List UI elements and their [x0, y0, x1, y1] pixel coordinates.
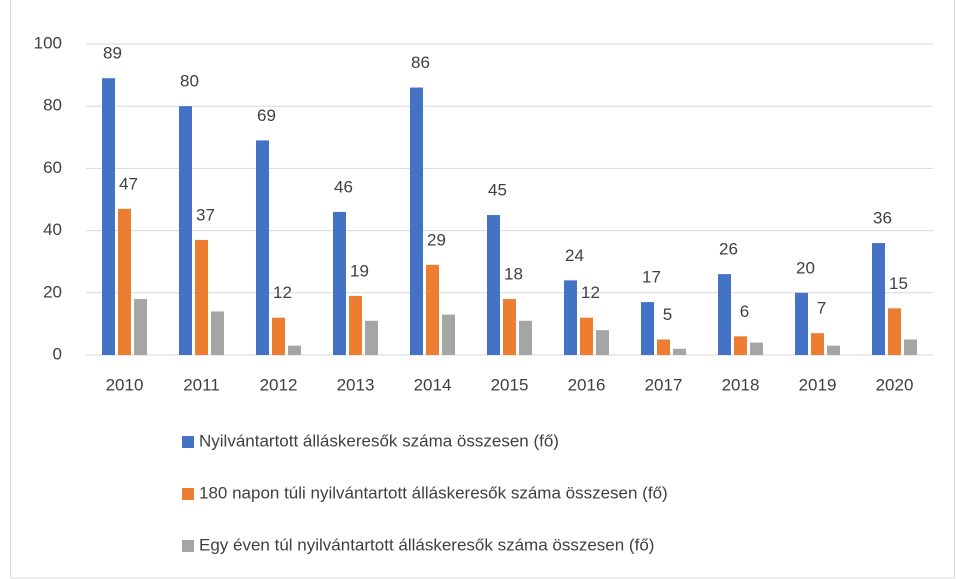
bar: [827, 345, 840, 355]
y-tick-label: 40: [43, 220, 62, 239]
bar: [179, 106, 192, 355]
legend-label: Egy éven túl nyilvántartott álláskeresők…: [199, 535, 654, 554]
legend-swatch: [182, 488, 194, 500]
legend-swatch: [182, 540, 194, 552]
x-tick-label: 2018: [722, 375, 760, 394]
bar: [211, 311, 224, 355]
legend-label: 180 napon túli nyilvántartott álláskeres…: [199, 483, 668, 502]
data-label: 29: [427, 230, 446, 249]
data-label: 5: [663, 305, 672, 324]
data-label: 17: [642, 268, 661, 287]
bar: [118, 208, 131, 355]
bar: [596, 330, 609, 355]
data-label: 46: [334, 177, 353, 196]
bar: [673, 348, 686, 355]
data-label: 12: [273, 283, 292, 302]
x-tick-label: 2020: [876, 375, 914, 394]
data-label: 37: [196, 205, 215, 224]
bar: [134, 299, 147, 355]
data-label: 15: [889, 274, 908, 293]
data-label: 69: [257, 106, 276, 125]
bar: [487, 215, 500, 355]
bar: [519, 320, 532, 355]
bar: [272, 317, 285, 355]
x-tick-label: 2019: [799, 375, 837, 394]
bar: [195, 239, 208, 355]
bar: [102, 78, 115, 356]
bar: [657, 339, 670, 355]
bar: [795, 292, 808, 355]
data-label: 89: [103, 44, 122, 63]
y-tick-label: 0: [53, 344, 62, 363]
x-tick-label: 2016: [568, 375, 606, 394]
x-tick-label: 2010: [106, 375, 144, 394]
bar: [410, 87, 423, 355]
chart-frame: [10, 0, 955, 579]
x-tick-label: 2015: [491, 375, 529, 394]
bar: [888, 308, 901, 355]
legend-swatch: [182, 436, 194, 448]
data-label: 80: [180, 72, 199, 91]
bar: [442, 314, 455, 355]
bar: [718, 274, 731, 355]
data-label: 7: [817, 299, 826, 318]
x-tick-label: 2011: [183, 375, 220, 394]
y-tick-label: 100: [34, 33, 62, 52]
bar: [564, 280, 577, 355]
bar: [872, 243, 885, 355]
data-label: 45: [488, 181, 507, 200]
y-tick-label: 20: [43, 282, 62, 301]
bar: [641, 302, 654, 355]
bar: [288, 345, 301, 355]
bar: [256, 140, 269, 355]
y-tick-label: 80: [43, 96, 62, 115]
bar: [333, 211, 346, 355]
legend-label: Nyilvántartott álláskeresők száma összes…: [199, 431, 559, 450]
data-label: 12: [581, 283, 600, 302]
data-label: 20: [796, 258, 815, 277]
data-label: 36: [873, 209, 892, 228]
x-tick-label: 2014: [414, 375, 452, 394]
bar: [365, 320, 378, 355]
data-label: 19: [350, 261, 369, 280]
bar: [750, 342, 763, 355]
x-tick-label: 2017: [645, 375, 683, 394]
bar: [503, 299, 516, 355]
bar: [426, 264, 439, 355]
x-tick-label: 2013: [337, 375, 375, 394]
data-label: 86: [411, 53, 430, 72]
x-tick-label: 2012: [260, 375, 298, 394]
data-label: 47: [119, 174, 138, 193]
data-label: 18: [504, 265, 523, 284]
data-label: 26: [719, 240, 738, 259]
data-label: 6: [740, 302, 749, 321]
bar: [811, 333, 824, 355]
bar: [904, 339, 917, 355]
y-tick-label: 60: [43, 158, 62, 177]
bar: [734, 336, 747, 355]
bar: [349, 295, 362, 355]
data-label: 24: [565, 246, 584, 265]
bar: [580, 317, 593, 355]
